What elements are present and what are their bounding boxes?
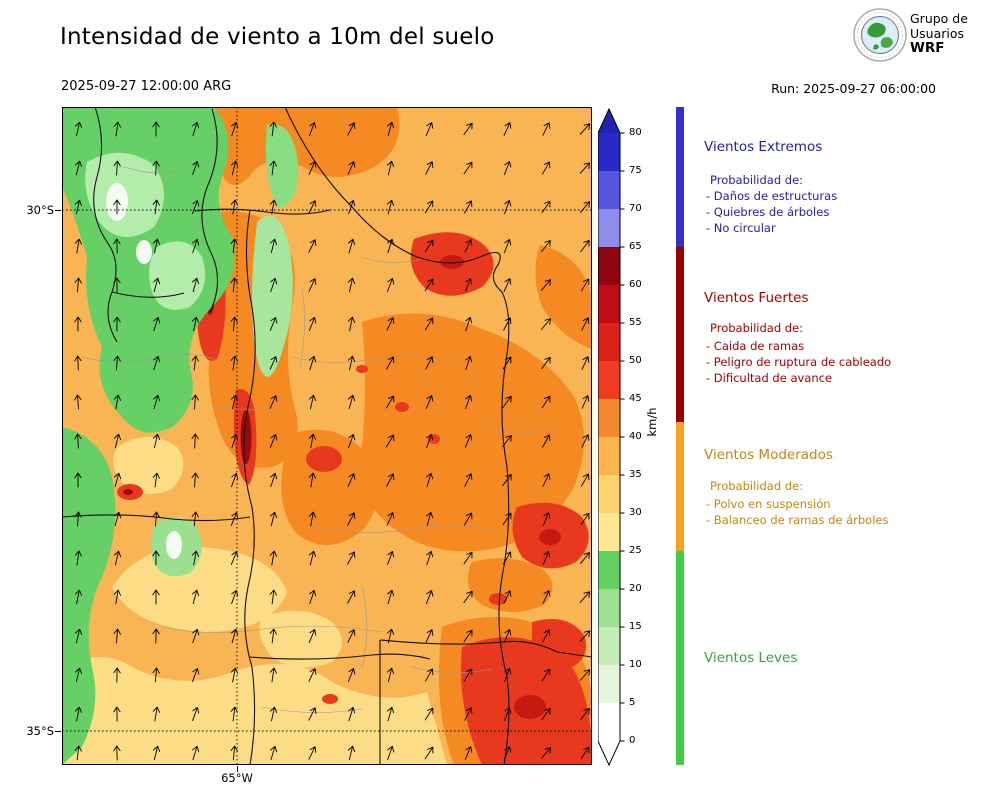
- colorbar-tick-label: 45: [629, 393, 642, 404]
- colorbar-tick-label: 20: [629, 583, 642, 594]
- logo-line-1: Grupo de: [910, 11, 968, 26]
- strip-fuertes: [676, 247, 684, 422]
- probability-label: Probabilidad de:: [710, 479, 804, 493]
- wind-map: [62, 107, 592, 765]
- wind-map-svg: [62, 107, 592, 765]
- colorbar-tick-label: 35: [629, 469, 642, 480]
- category-title-extremos: Vientos Extremos: [704, 139, 823, 155]
- lat-label-35s: 35°S: [26, 724, 54, 738]
- valid-datetime: 2025-09-27 12:00:00 ARG: [61, 79, 232, 94]
- lon-label-65w: 65°W: [221, 771, 253, 785]
- logo-acronym: WRF: [910, 40, 945, 56]
- colorbar-tick-label: 40: [629, 431, 642, 442]
- probability-item: - Quiebres de árboles: [706, 205, 830, 219]
- category-title-leves: Vientos Leves: [704, 650, 798, 666]
- wind-barbs-layer: [74, 121, 591, 761]
- colorbar-tick-label: 30: [629, 507, 642, 518]
- colorbar-tick-label: 10: [629, 659, 642, 670]
- run-datetime: Run: 2025-09-27 06:00:00: [771, 81, 936, 96]
- colorbar-arrow-up: [598, 109, 620, 133]
- department-boundaries: [81, 166, 553, 713]
- logo-text: Grupo de Usuarios WRF: [910, 11, 968, 56]
- lon-tick-65w: [237, 766, 238, 772]
- probability-label: Probabilidad de:: [710, 321, 804, 335]
- strip-moderados: [676, 422, 684, 551]
- colorbar-tick-label: 65: [629, 241, 642, 252]
- colorbar-tick-label: 15: [629, 621, 642, 632]
- probability-item: - Polvo en suspensión: [706, 497, 831, 511]
- probability-item: - Dificultad de avance: [706, 371, 833, 385]
- legend-strip: [676, 107, 684, 765]
- page-title: Intensidad de viento a 10m del suelo: [60, 24, 495, 50]
- globe-icon: [853, 8, 907, 62]
- probability-item: - No circular: [706, 221, 776, 235]
- logo-line-2: Usuarios: [910, 26, 965, 41]
- colorbar-arrow-down: [598, 741, 620, 765]
- colorbar-tick-label: 75: [629, 165, 642, 176]
- probability-item: - Daños de estructuras: [706, 189, 838, 203]
- province-boundaries: [62, 107, 592, 765]
- colorbar-unit-label: km/h: [645, 407, 659, 437]
- colorbar-tick-label: 80: [629, 127, 642, 138]
- colorbar-tick-label: 5: [629, 697, 636, 708]
- colorbar-tick-label: 60: [629, 279, 642, 290]
- probability-label: Probabilidad de:: [710, 173, 804, 187]
- strip-leves: [676, 551, 684, 765]
- strip-extremos: [676, 107, 684, 247]
- colorbar-ticks-layer: [620, 132, 625, 742]
- category-title-moderados: Vientos Moderados: [704, 447, 833, 463]
- raster-green: [62, 107, 299, 765]
- wrf-logo: [852, 7, 908, 63]
- colorbar-svg: [597, 107, 625, 767]
- probability-item: - Balanceo de ramas de árboles: [706, 513, 889, 527]
- category-title-fuertes: Vientos Fuertes: [704, 290, 809, 306]
- colorbar: 0 5 10 15 20 25 30 35 40 45 50 55 60 65 …: [597, 107, 662, 787]
- probability-item: - Caida de ramas: [706, 339, 805, 353]
- colorbar-tick-label: 70: [629, 203, 642, 214]
- lat-tick-35s: [55, 731, 61, 732]
- colorbar-tick-label: 25: [629, 545, 642, 556]
- colorbar-tick-label: 55: [629, 317, 642, 328]
- probability-item: - Peligro de ruptura de cableado: [706, 355, 892, 369]
- lat-label-30s: 30°S: [26, 203, 54, 217]
- colorbar-tick-label: 0: [629, 735, 636, 746]
- lat-tick-30s: [55, 210, 61, 211]
- colorbar-tick-label: 50: [629, 355, 642, 366]
